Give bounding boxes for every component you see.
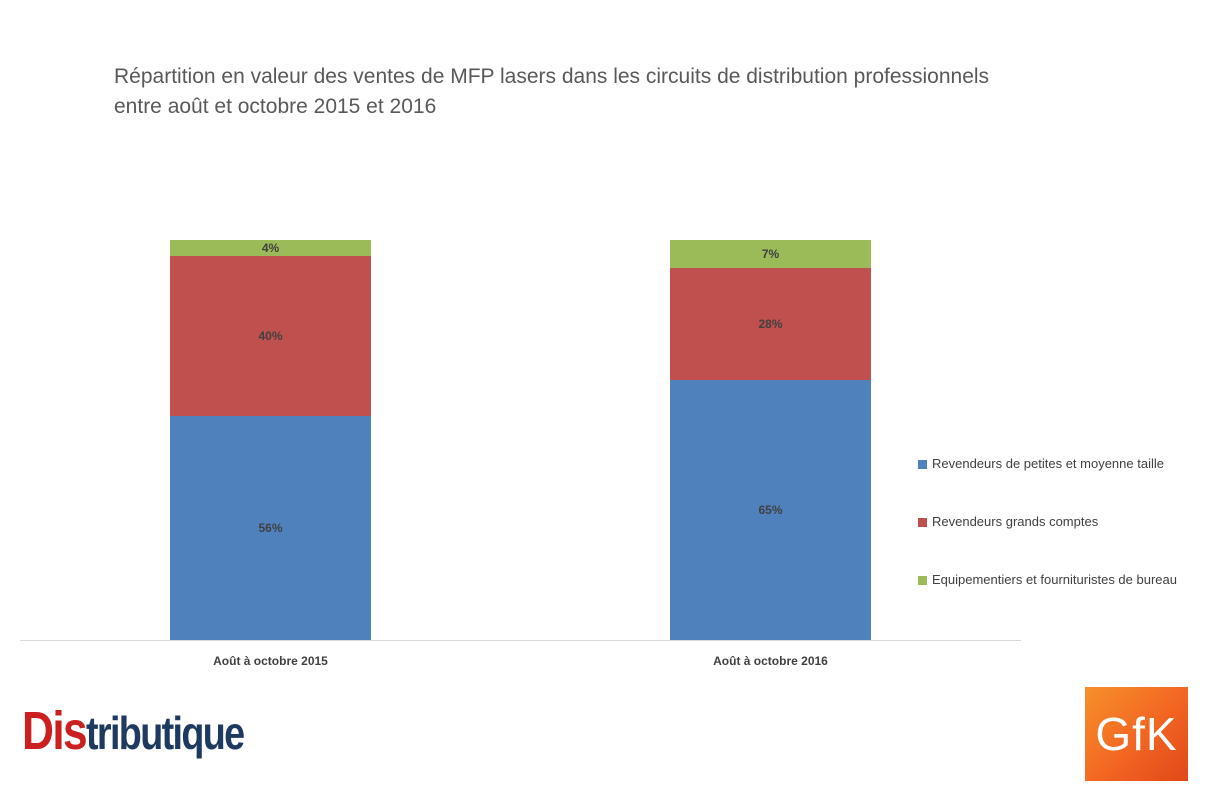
chart-title-line-2: entre août et octobre 2015 et 2016 (114, 95, 437, 118)
legend-label: Equipementiers et fournituristes de bure… (932, 572, 1177, 587)
legend-swatch (918, 460, 927, 469)
chart-title: Répartition en valeur des ventes de MFP … (114, 62, 1114, 122)
bar-segment (670, 268, 871, 380)
data-label: 4% (262, 241, 280, 255)
legend-item: Equipementiers et fournituristes de bure… (918, 571, 1214, 629)
bar-segment (170, 240, 371, 256)
logo-part-blue: tributique (85, 707, 245, 759)
data-label: 28% (758, 317, 782, 331)
legend-swatch (918, 576, 927, 585)
x-tick-label: Août à octobre 2015 (213, 654, 328, 668)
data-label: 7% (762, 247, 780, 261)
bar-segment (170, 256, 371, 416)
legend-swatch (918, 518, 927, 527)
bar-segment (670, 380, 871, 640)
x-tick-label: Août à octobre 2016 (713, 654, 828, 668)
gfk-logo: GfK (1085, 687, 1188, 781)
legend-label: Revendeurs de petites et moyenne taille (932, 456, 1164, 471)
legend-item: Revendeurs grands comptes (918, 513, 1214, 571)
chart-legend: Revendeurs de petites et moyenne taille … (918, 455, 1214, 629)
data-label: 40% (258, 329, 282, 343)
bar-segment (670, 240, 871, 268)
legend-label: Revendeurs grands comptes (932, 514, 1099, 529)
legend-item: Revendeurs de petites et moyenne taille (918, 455, 1214, 513)
bar-segment (170, 416, 371, 640)
gfk-logo-text: GfK (1095, 708, 1178, 760)
distributique-logo: Distributique (22, 700, 245, 762)
data-label: 65% (758, 503, 782, 517)
data-label: 56% (258, 521, 282, 535)
logo-part-red: Dis (22, 701, 88, 761)
chart-title-line-1: Répartition en valeur des ventes de MFP … (114, 65, 990, 88)
